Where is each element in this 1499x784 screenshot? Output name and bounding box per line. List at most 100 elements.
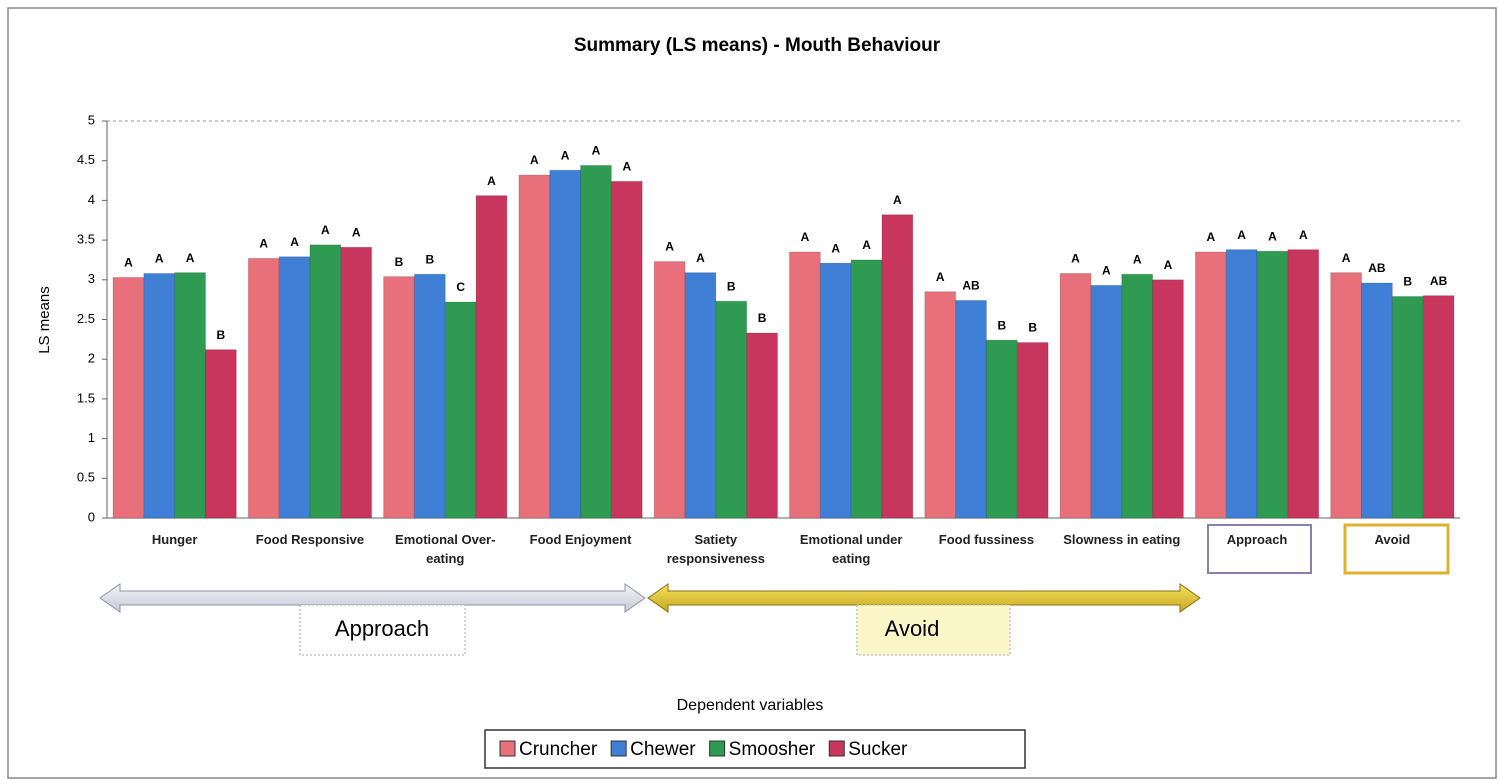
legend-swatch	[828, 740, 845, 757]
bar-letter: A	[592, 144, 601, 158]
legend-label: Smoosher	[729, 739, 816, 760]
bar-letter: A	[1071, 252, 1080, 266]
y-tick-label: 4	[88, 192, 95, 207]
category-frame	[1343, 523, 1450, 575]
bar	[789, 251, 821, 519]
bar-letter: A	[1164, 258, 1173, 272]
x-tick-label: Slowness in eating	[1063, 532, 1181, 547]
x-tick-label: Satiety responsiveness	[666, 532, 765, 566]
legend-swatch	[610, 740, 627, 757]
y-tick-label: 1	[88, 430, 95, 445]
y-tick-label: 0.5	[77, 470, 95, 485]
bar-letter: B	[1403, 275, 1412, 289]
bar-letter: A	[186, 251, 195, 265]
bar	[143, 272, 176, 519]
bar-letter: B	[758, 311, 767, 325]
bar-letter: B	[727, 279, 736, 293]
bar	[413, 273, 446, 519]
bar-letter: A	[1102, 264, 1111, 278]
x-tick-label: Food Responsive	[255, 532, 365, 547]
bar-letter: B	[217, 328, 226, 342]
legend-label: Cruncher	[519, 739, 598, 760]
bar	[340, 246, 373, 519]
bar-letter: A	[1206, 230, 1215, 244]
approach-arrow	[99, 583, 646, 613]
bar	[475, 195, 508, 519]
bar	[1090, 284, 1123, 519]
bar	[746, 332, 778, 519]
y-axis-label: LS means	[36, 286, 53, 354]
bar	[112, 276, 145, 519]
bar	[1152, 279, 1184, 519]
bar	[444, 301, 477, 519]
bar	[684, 272, 717, 519]
y-tick-label: 2.5	[77, 311, 95, 326]
bar	[1016, 342, 1049, 519]
bar	[580, 164, 612, 519]
chart-title: Summary (LS means) - Mouth Behaviour	[574, 35, 941, 56]
category-frame	[1207, 524, 1312, 574]
bar-letter: B	[426, 252, 435, 266]
bar-letter: AB	[962, 279, 980, 293]
bar	[1391, 295, 1424, 519]
legend	[484, 729, 1026, 769]
bar-letter: B	[998, 318, 1007, 332]
bar	[819, 262, 852, 519]
bar	[383, 276, 415, 519]
y-tick-label: 0	[88, 509, 95, 524]
group-box	[299, 604, 466, 656]
bar-letter: A	[622, 160, 631, 174]
bar-letter: A	[1237, 228, 1246, 242]
bar	[881, 214, 914, 519]
bar	[653, 261, 686, 519]
bar-letter: A	[831, 241, 840, 255]
bar	[549, 169, 582, 519]
y-tick-label: 1.5	[77, 390, 95, 405]
bar	[985, 339, 1018, 519]
y-tick-label: 3	[88, 271, 95, 286]
bar	[1422, 295, 1455, 519]
bar-letter: AB	[1430, 274, 1448, 288]
group-label: Avoid	[885, 616, 940, 641]
bar-letter: A	[1299, 228, 1308, 242]
bar-letter: A	[155, 252, 164, 266]
avoid-arrow	[647, 583, 1201, 613]
bar-letter: B	[1028, 321, 1037, 335]
bar-letter: A	[893, 193, 902, 207]
x-tick-label: Food fussiness	[938, 532, 1035, 547]
bar	[1361, 282, 1393, 519]
bar	[518, 174, 551, 519]
bar	[204, 349, 237, 519]
bar	[715, 300, 748, 519]
y-tick-label: 5	[88, 112, 95, 127]
x-tick-label: Food Enjoyment	[529, 532, 632, 547]
bar-letter: B	[395, 255, 404, 269]
bar	[955, 299, 987, 519]
bar-letter: A	[259, 237, 268, 251]
y-tick-label: 4.5	[77, 152, 95, 167]
bar	[1225, 249, 1258, 519]
group-label: Approach	[335, 616, 429, 641]
bar-letter: A	[1342, 251, 1351, 265]
bar-letter: A	[290, 235, 299, 249]
x-axis-label: Dependent variables	[677, 697, 824, 714]
bar	[850, 259, 883, 519]
bar-letter: A	[936, 270, 945, 284]
legend-label: Sucker	[848, 739, 908, 760]
bar	[247, 257, 280, 519]
bar	[278, 256, 311, 519]
bar-letter: A	[124, 256, 133, 270]
bar-letter: A	[321, 223, 330, 237]
bar-letter: A	[352, 225, 361, 239]
bar-letter: A	[1268, 229, 1277, 243]
bar-letter: A	[561, 148, 570, 162]
bar-letter: A	[696, 251, 705, 265]
group-box	[856, 604, 1011, 656]
x-tick-label: Avoid	[1374, 532, 1411, 547]
bar	[1256, 250, 1289, 519]
bar	[1059, 272, 1092, 519]
bar	[610, 180, 643, 519]
legend-label: Chewer	[630, 739, 696, 760]
